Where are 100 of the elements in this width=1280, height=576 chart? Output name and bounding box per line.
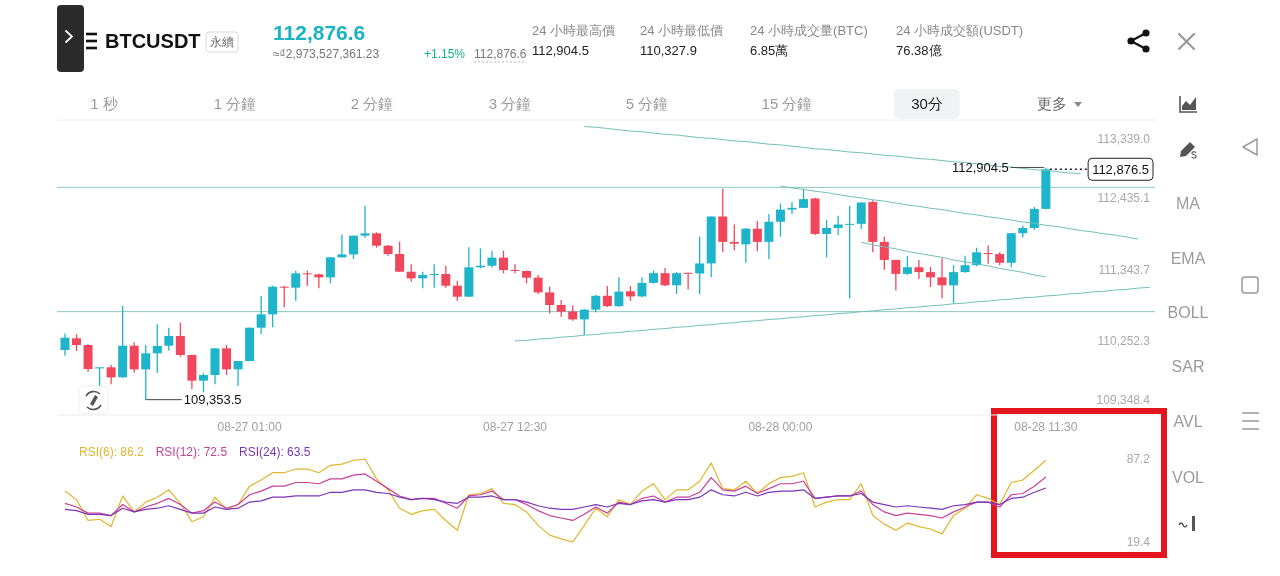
text: BOLL bbox=[1167, 304, 1209, 321]
text: ≈₫2,973,527,361.23 bbox=[273, 47, 380, 61]
text: RSI(24): 63.5 bbox=[239, 445, 311, 459]
candlestick bbox=[452, 280, 462, 302]
candlestick bbox=[441, 265, 451, 289]
candlestick bbox=[395, 241, 405, 273]
x-tick-label: 08-27 01:00 bbox=[217, 420, 282, 434]
candlestick bbox=[937, 257, 947, 299]
candlestick bbox=[175, 322, 185, 358]
candlestick bbox=[902, 255, 912, 276]
candlestick bbox=[579, 308, 589, 336]
candlestick bbox=[822, 219, 832, 259]
text: 5 分鐘 bbox=[625, 95, 669, 112]
candlestick bbox=[233, 360, 243, 387]
candlestick bbox=[129, 341, 139, 374]
candlestick bbox=[660, 267, 670, 287]
candlestick bbox=[429, 263, 439, 289]
candlestick bbox=[602, 285, 612, 308]
candlestick bbox=[325, 256, 335, 285]
line-series bbox=[64, 458, 1047, 543]
candlestick bbox=[291, 270, 301, 302]
candlestick bbox=[256, 295, 266, 335]
candlestick bbox=[1029, 206, 1039, 231]
candlestick bbox=[695, 236, 705, 295]
text: 3 分鐘 bbox=[488, 95, 532, 112]
y-tick-label: 112,435.1 bbox=[1097, 191, 1151, 206]
candlestick bbox=[314, 273, 324, 289]
text: 2 分鐘 bbox=[350, 95, 394, 112]
candlestick bbox=[672, 271, 682, 295]
text: 6.85萬 bbox=[750, 43, 789, 58]
candlestick bbox=[360, 205, 370, 239]
candlestick bbox=[141, 344, 151, 401]
candlestick bbox=[498, 250, 508, 274]
candlestick bbox=[60, 332, 70, 357]
candlestick bbox=[510, 263, 520, 274]
candlestick bbox=[949, 264, 959, 305]
candlestick bbox=[198, 372, 208, 394]
text: 110,327.9 bbox=[640, 43, 697, 58]
candlestick bbox=[279, 285, 289, 309]
candlestick bbox=[637, 276, 647, 298]
candlestick bbox=[95, 366, 105, 387]
text: 112,904.5 bbox=[532, 43, 589, 58]
candlestick bbox=[83, 343, 93, 373]
text: 24 小時成交額(USDT) bbox=[896, 23, 1024, 38]
line-series bbox=[860, 241, 1047, 278]
candlestick bbox=[775, 202, 785, 238]
text: 112,876.6 bbox=[273, 21, 366, 44]
candlestick bbox=[856, 201, 866, 230]
candlestick bbox=[752, 220, 762, 252]
annotation: 109,353.5 bbox=[183, 392, 242, 408]
text: +1.15% bbox=[424, 47, 466, 61]
candlestick bbox=[741, 227, 751, 264]
annotation: 112,904.5 bbox=[951, 159, 1009, 175]
text: VOL bbox=[1171, 469, 1205, 486]
candlestick bbox=[152, 323, 162, 374]
candlestick bbox=[914, 259, 924, 280]
candlestick bbox=[683, 272, 693, 291]
candlestick bbox=[106, 364, 116, 385]
text: 30分 bbox=[911, 95, 943, 112]
text: 1 秒 bbox=[90, 95, 118, 112]
candlestick bbox=[845, 205, 855, 300]
candlestick bbox=[891, 259, 901, 292]
candlestick bbox=[983, 244, 993, 265]
y-tick-label: 110,252.3 bbox=[1097, 333, 1151, 348]
text: RSI(6): 86.2 bbox=[79, 445, 145, 459]
y-tick-label: 109,348.4 bbox=[1096, 393, 1151, 407]
text: 1 分鐘 bbox=[213, 95, 257, 112]
line-series bbox=[64, 487, 1047, 517]
text: 永續 bbox=[210, 35, 234, 49]
text: 15 分鐘 bbox=[761, 95, 813, 112]
text: 24 小時最低價 bbox=[640, 23, 724, 38]
text: BTCUSDT bbox=[105, 30, 201, 52]
candlestick bbox=[545, 286, 555, 315]
candlestick bbox=[614, 276, 624, 308]
text: 112,876.6 bbox=[474, 47, 527, 61]
x-tick-label: 08-28 00:00 bbox=[748, 420, 813, 434]
candlestick bbox=[764, 213, 774, 260]
candlestick bbox=[972, 247, 982, 267]
text: 更多 bbox=[1037, 95, 1067, 112]
candlestick bbox=[222, 344, 232, 376]
x-tick-label: 08-28 11:30 bbox=[1014, 420, 1078, 434]
text: 76.38億 bbox=[896, 43, 942, 58]
text: 24 小時最高價 bbox=[532, 23, 616, 38]
text: EMA bbox=[1170, 250, 1206, 267]
annotation: 112,876.5 bbox=[1092, 161, 1150, 177]
x-tick-label: 08-27 12:30 bbox=[483, 420, 548, 434]
text: RSI(12): 72.5 bbox=[155, 445, 228, 459]
candlestick bbox=[925, 266, 935, 288]
text: SAR bbox=[1171, 358, 1205, 375]
text: AVL bbox=[1173, 413, 1203, 430]
y-tick-label: 87.2 bbox=[1126, 452, 1151, 466]
y-tick-label: 111,343.7 bbox=[1098, 262, 1151, 277]
y-tick-label: 19.4 bbox=[1126, 535, 1151, 549]
text: MA bbox=[1176, 195, 1201, 212]
candlestick bbox=[533, 274, 543, 295]
candlestick bbox=[729, 223, 739, 252]
text: 24 小時成交量(BTC) bbox=[750, 23, 868, 38]
candlestick bbox=[879, 236, 889, 271]
line-series bbox=[64, 473, 1047, 522]
line-series bbox=[583, 126, 1081, 175]
